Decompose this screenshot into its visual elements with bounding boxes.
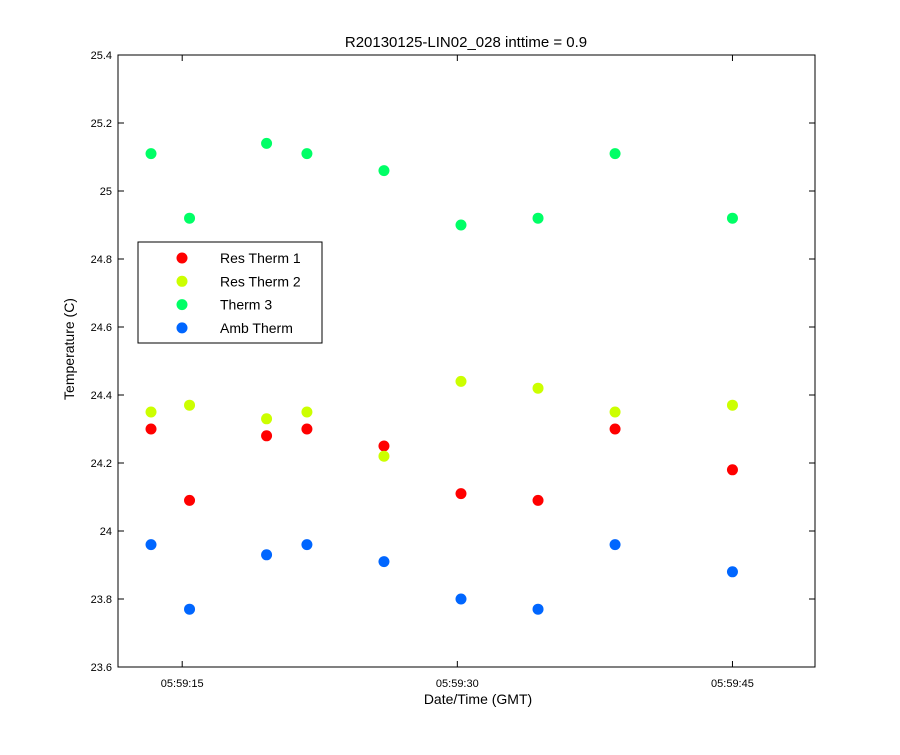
x-tick-label: 05:59:30 [436,678,479,690]
point-res-therm-1 [145,423,157,435]
point-res-therm-2 [455,375,467,387]
point-therm-3 [532,212,544,224]
point-res-therm-1 [261,430,273,442]
point-res-therm-2 [609,406,621,418]
point-amb-therm [455,593,467,605]
point-res-therm-2 [378,450,390,462]
point-res-therm-1 [726,464,738,476]
x-tick-label: 05:59:15 [161,678,204,690]
x-tick-label: 05:59:45 [711,678,754,690]
legend: Res Therm 1 Res Therm 2 Therm 3 Amb Therm [137,241,323,344]
point-amb-therm [609,539,621,551]
y-tick-label: 24.8 [91,254,112,266]
legend-marker-res-therm-1 [176,252,188,264]
point-res-therm-1 [609,423,621,435]
legend-label-therm-3: Therm 3 [220,297,272,313]
legend-label-res-therm-1: Res Therm 1 [220,250,301,266]
y-tick-label: 24.6 [91,322,112,334]
chart-title: R20130125-LIN02_028 inttime = 0.9 [345,34,587,51]
point-therm-3 [145,148,157,160]
point-res-therm-2 [532,382,544,394]
legend-label-amb-therm: Amb Therm [220,320,293,336]
y-tick-label: 24 [100,526,112,538]
point-res-therm-1 [378,440,390,452]
point-therm-3 [184,212,196,224]
point-therm-3 [726,212,738,224]
y-tick-label: 23.6 [91,662,112,674]
y-tick-label: 25 [100,186,112,198]
point-amb-therm [184,603,196,615]
plot-area [117,54,816,668]
point-amb-therm [301,539,313,551]
point-amb-therm [261,549,273,561]
point-res-therm-2 [301,406,313,418]
point-therm-3 [261,137,273,149]
y-tick-label: 24.2 [91,458,112,470]
point-therm-3 [609,148,621,160]
point-therm-3 [378,165,390,177]
point-res-therm-2 [145,406,157,418]
point-res-therm-2 [726,399,738,411]
point-res-therm-1 [455,488,467,500]
y-tick-label: 25.2 [91,118,112,130]
point-amb-therm [378,556,390,568]
point-res-therm-1 [184,494,196,506]
point-res-therm-2 [184,399,196,411]
y-tick-label: 24.4 [91,390,112,402]
point-therm-3 [455,219,467,231]
x-axis: 05:59:15 05:59:30 05:59:45 [161,55,754,690]
y-axis: 23.6 23.8 24 24.2 24.4 24.6 24.8 25 25.2 25.4 [91,50,815,674]
y-axis-label: Temperature (C) [61,298,77,400]
legend-box [137,241,323,344]
y-tick-label: 23.8 [91,594,112,606]
point-res-therm-2 [261,413,273,425]
point-res-therm-1 [532,494,544,506]
y-tick-label: 25.4 [91,50,112,62]
point-res-therm-1 [301,423,313,435]
data-points [145,137,738,615]
point-amb-therm [726,566,738,578]
point-therm-3 [301,148,313,160]
point-amb-therm [145,539,157,551]
x-axis-label: Date/Time (GMT) [424,691,532,707]
legend-marker-therm-3 [176,299,188,311]
legend-label-res-therm-2: Res Therm 2 [220,273,301,289]
legend-marker-res-therm-2 [176,275,188,287]
legend-marker-amb-therm [176,322,188,334]
point-amb-therm [532,603,544,615]
